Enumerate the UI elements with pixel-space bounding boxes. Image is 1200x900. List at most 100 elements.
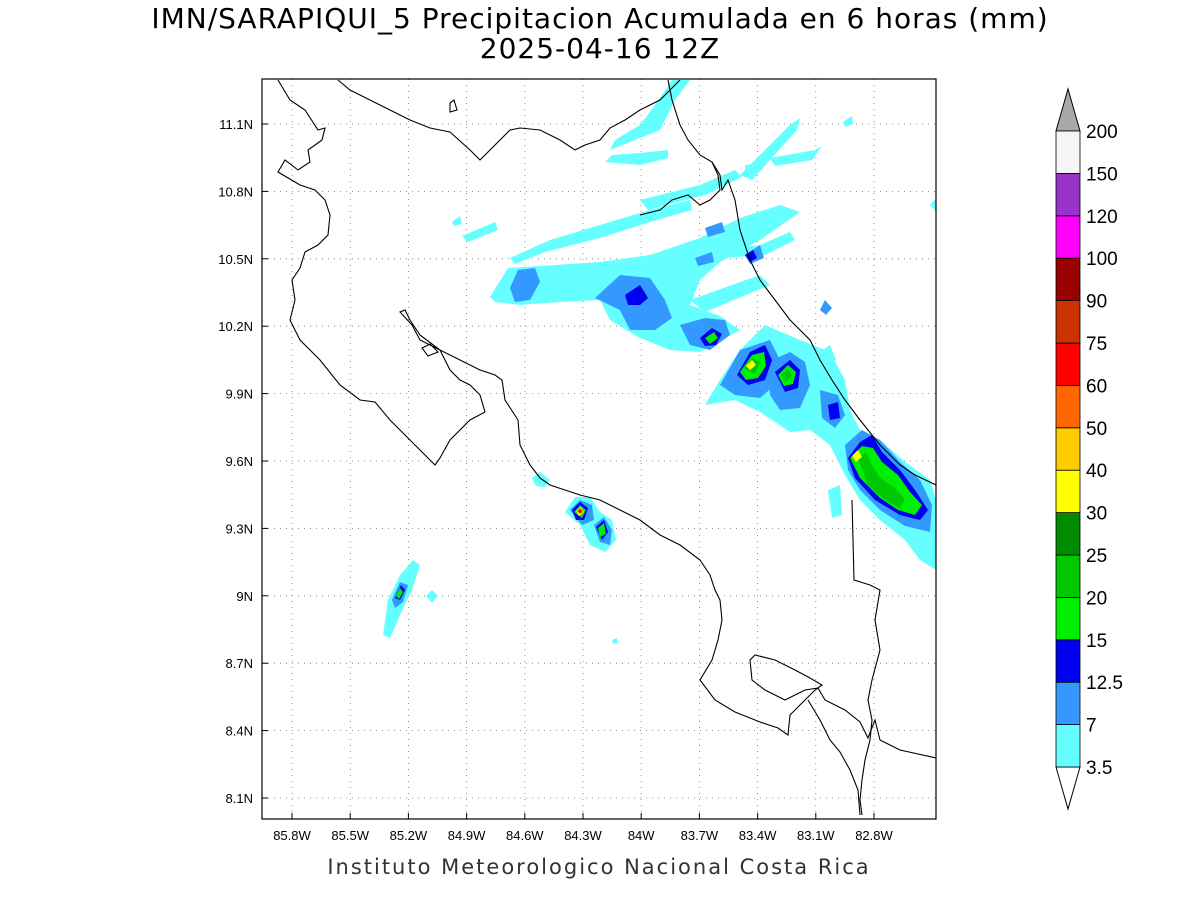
colorbar-label: 90 bbox=[1086, 292, 1107, 313]
rain-band-north-cyan bbox=[462, 222, 498, 242]
border-panama bbox=[851, 499, 881, 816]
rain-band-southeast-cyan bbox=[815, 345, 836, 368]
colorbar-label: 3.5 bbox=[1086, 758, 1112, 779]
y-tick-label: 8.1N bbox=[226, 791, 253, 806]
colorbar-label: 20 bbox=[1086, 588, 1107, 609]
rain-band-north-cyan bbox=[640, 170, 742, 210]
rain-cell-small bbox=[930, 198, 936, 212]
rain-band-lightblue bbox=[510, 268, 540, 302]
colorbar-label: 60 bbox=[1086, 376, 1107, 397]
colorbar-swatch bbox=[1055, 512, 1081, 556]
colorbar-under-arrow bbox=[1055, 766, 1081, 811]
rain-peak-yellow bbox=[852, 450, 862, 462]
rain-peak-red bbox=[578, 509, 582, 513]
x-tick-label: 84.9W bbox=[448, 828, 486, 843]
coastline-pacific bbox=[439, 349, 936, 759]
colorbar-swatch bbox=[1055, 427, 1081, 471]
rain-core-darkgreen bbox=[858, 452, 905, 508]
rain-core-green bbox=[705, 332, 718, 344]
colorbar-label: 30 bbox=[1086, 504, 1107, 525]
colorbar-label: 120 bbox=[1086, 207, 1118, 228]
rain-cell-small bbox=[843, 116, 853, 127]
rain-cell-sw-cyan bbox=[426, 590, 438, 603]
rain-band-north-cyan bbox=[605, 150, 668, 165]
colorbar-label: 15 bbox=[1086, 631, 1107, 652]
rain-band-north-cyan bbox=[610, 80, 690, 150]
x-tick-label: 83.4W bbox=[739, 828, 777, 843]
rain-core-darkgreen bbox=[781, 369, 792, 382]
lake-island bbox=[449, 99, 458, 113]
y-axis-ticks: 11.1N 10.8N 10.5N 10.2N 9.9N 9.6N 9.3N 9N 8.7N 8.… bbox=[218, 117, 268, 806]
rain-band-north-cyan bbox=[510, 200, 692, 264]
rain-band-lightblue bbox=[820, 300, 832, 315]
y-tick-label: 9N bbox=[236, 589, 253, 604]
colorbar: 3.5 7 12.5 15 20 25 30 40 50 60 75 90 100 120 150 200 bbox=[1055, 87, 1123, 811]
x-tick-label: 83.7W bbox=[681, 828, 719, 843]
map-subtitle-date: 2025-04-16 12Z bbox=[479, 32, 721, 65]
colorbar-label: 7 bbox=[1086, 716, 1097, 737]
rain-cell-small bbox=[612, 638, 618, 644]
y-tick-label: 10.8N bbox=[218, 184, 253, 199]
map-title: IMN/SARAPIQUI_5 Precipitacion Acumulada … bbox=[151, 2, 1049, 35]
precipitation-field bbox=[383, 80, 936, 644]
rain-band-north-cyan bbox=[745, 162, 765, 172]
colorbar-label: 75 bbox=[1086, 334, 1107, 355]
coastline-borders bbox=[277, 79, 936, 816]
colorbar-swatch bbox=[1055, 554, 1081, 598]
coastline-caribbean bbox=[667, 79, 936, 486]
colorbar-over-arrow bbox=[1055, 87, 1081, 132]
colorbar-swatch bbox=[1055, 130, 1081, 174]
y-tick-label: 9.9N bbox=[226, 387, 253, 402]
coastline-caribbean-inner bbox=[639, 161, 721, 216]
colorbar-label: 12.5 bbox=[1086, 673, 1123, 694]
x-tick-label: 83.1W bbox=[797, 828, 835, 843]
rain-core-darkblue bbox=[625, 285, 648, 305]
colorbar-label: 100 bbox=[1086, 249, 1118, 270]
colorbar-label: 25 bbox=[1086, 546, 1107, 567]
colorbar-swatch bbox=[1055, 469, 1081, 514]
rain-core-green bbox=[396, 588, 403, 599]
x-tick-label: 84.3W bbox=[564, 828, 602, 843]
x-axis-ticks: 85.8W 85.5W 85.2W 84.9W 84.6W 84.3W 84W 83.7W 83… bbox=[273, 813, 894, 843]
x-tick-label: 82.8W bbox=[855, 828, 893, 843]
y-tick-label: 11.1N bbox=[219, 117, 253, 132]
rain-band-north-cyan bbox=[720, 232, 795, 258]
rain-peak-yellow bbox=[746, 360, 756, 370]
colorbar-label: 200 bbox=[1086, 122, 1118, 143]
colorbar-swatch bbox=[1055, 215, 1081, 259]
colorbar-swatch bbox=[1055, 342, 1081, 386]
lake-island bbox=[421, 343, 439, 357]
coastline-nicaragua-north bbox=[277, 79, 486, 466]
colorbar-swatch bbox=[1055, 681, 1081, 726]
rain-core-darkblue bbox=[745, 250, 757, 262]
rain-band-lightblue bbox=[705, 222, 725, 237]
rain-band-southeast-cyan bbox=[785, 418, 798, 432]
colorbar-label: 150 bbox=[1086, 164, 1118, 185]
rain-band-southeast-cyan bbox=[828, 485, 842, 518]
rain-core-green bbox=[598, 523, 606, 537]
x-tick-label: 84W bbox=[628, 828, 655, 843]
colorbar-swatch bbox=[1055, 639, 1081, 683]
y-tick-label: 8.4N bbox=[226, 724, 253, 739]
colorbar-swatch bbox=[1055, 597, 1081, 641]
y-tick-label: 9.6N bbox=[226, 454, 253, 469]
rain-band-north-cyan bbox=[452, 216, 462, 226]
rain-band-lightblue bbox=[695, 252, 714, 266]
colorbar-label: 50 bbox=[1086, 419, 1107, 440]
colorbar-label: 40 bbox=[1086, 461, 1107, 482]
rain-core-darkblue bbox=[828, 402, 840, 420]
coastline-lake-nicaragua bbox=[337, 79, 681, 161]
y-tick-label: 10.5N bbox=[218, 252, 253, 267]
map-frame bbox=[261, 78, 937, 820]
coastline-osa bbox=[807, 699, 861, 816]
y-tick-label: 9.3N bbox=[226, 521, 253, 536]
colorbar-swatch bbox=[1055, 257, 1081, 302]
y-tick-label: 10.2N bbox=[218, 319, 253, 334]
x-tick-label: 85.8W bbox=[273, 828, 311, 843]
y-tick-label: 8.7N bbox=[226, 656, 253, 671]
colorbar-swatch bbox=[1055, 724, 1081, 768]
rain-band-north-cyan bbox=[770, 146, 822, 166]
rain-band-north-cyan bbox=[690, 275, 770, 312]
x-tick-label: 84.6W bbox=[506, 828, 544, 843]
